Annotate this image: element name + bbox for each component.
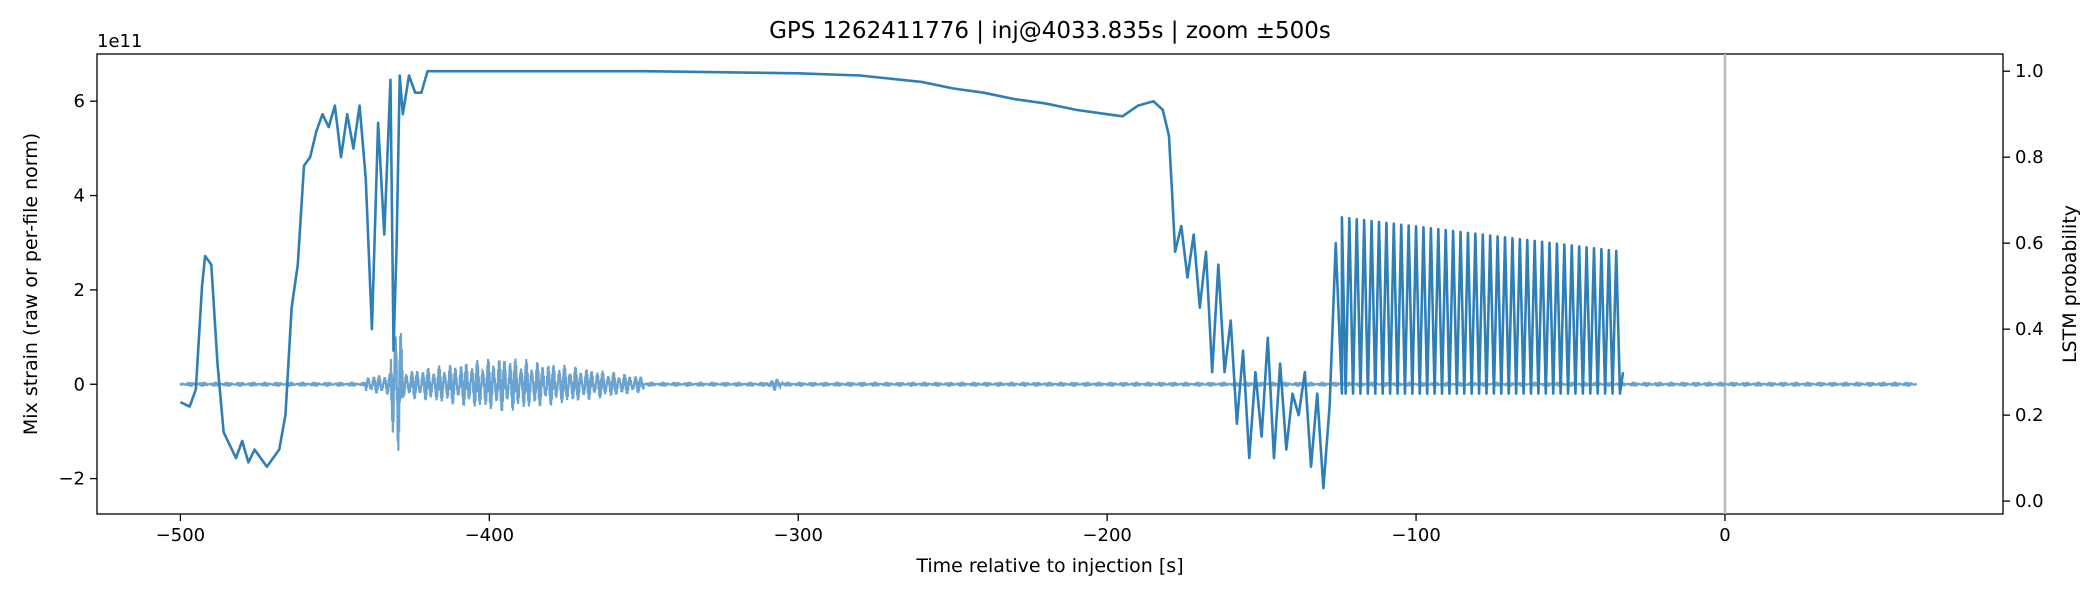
x-tick-label: −100 (1391, 525, 1440, 546)
right-y-tick-label: 0.4 (2015, 319, 2044, 340)
data-layer (179, 54, 1918, 514)
x-tick-label: −500 (156, 525, 205, 546)
right-y-tick-label: 0.6 (2015, 233, 2044, 254)
axes-layer: −500 −400 −300 −200 −100 0 −2 0 2 4 6 0.0 0.2 0.4 0.6 0… (58, 61, 2043, 546)
plot-area-frame (96, 53, 2004, 515)
x-tick-label: 0 (1719, 525, 1730, 546)
left-y-tick-label: 0 (74, 374, 85, 395)
right-y-axis-label: LSTM probability (2059, 205, 2081, 363)
left-y-tick-label: −2 (58, 469, 85, 490)
right-y-tick-label: 0.2 (2015, 405, 2044, 426)
left-y-axis-label: Mix strain (raw or per-file norm) (20, 133, 42, 435)
left-offset-label: 1e11 (97, 31, 142, 52)
x-tick-label: −400 (465, 525, 514, 546)
lstm-probability-line (179, 69, 1625, 490)
right-y-tick-label: 0.8 (2015, 147, 2044, 168)
left-y-tick-label: 4 (74, 186, 85, 207)
right-y-tick-label: 1.0 (2015, 61, 2044, 82)
x-axis-label: Time relative to injection [s] (915, 555, 1183, 577)
x-tick-label: −200 (1082, 525, 1131, 546)
chart-title: GPS 1262411776 | inj@4033.835s | zoom ±5… (769, 18, 1331, 44)
left-y-tick-label: 6 (74, 91, 85, 112)
x-tick-label: −300 (774, 525, 823, 546)
strain-series-line (179, 333, 1918, 451)
left-y-tick-label: 2 (74, 280, 85, 301)
right-y-tick-label: 0.0 (2015, 491, 2044, 512)
